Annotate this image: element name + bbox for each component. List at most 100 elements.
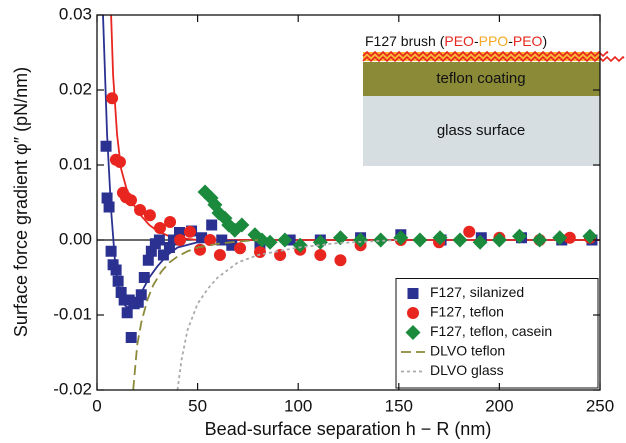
- data-point: [143, 209, 156, 222]
- brush-layer: [363, 52, 600, 61]
- data-point: [142, 254, 154, 266]
- data-point: [174, 234, 187, 246]
- legend-label: F127, silanized: [430, 284, 524, 300]
- legend-label: DLVO teflon: [430, 343, 505, 359]
- legend-label: DLVO glass: [430, 362, 504, 378]
- inset-title-part: -: [474, 33, 479, 49]
- y-tick-label: -0.02: [53, 379, 92, 398]
- data-point: [113, 156, 126, 168]
- data-point: [277, 232, 293, 248]
- x-tick-label: 150: [385, 396, 413, 415]
- data-point: [153, 234, 165, 246]
- inset-title-part: F127 brush (: [365, 33, 445, 49]
- data-point: [234, 217, 250, 233]
- y-axis-label: Surface force gradient φ″ (pN/nm): [11, 67, 31, 337]
- legend-marker: [407, 307, 419, 319]
- data-point: [332, 230, 348, 246]
- teflon-label: teflon coating: [436, 70, 525, 87]
- data-point: [164, 216, 177, 228]
- model-curve: [132, 239, 259, 390]
- data-point: [204, 234, 217, 246]
- inset-title-part: PEO: [513, 33, 543, 49]
- x-tick-label: 250: [586, 396, 614, 415]
- data-point: [145, 245, 157, 257]
- data-point: [393, 230, 409, 246]
- y-tick-label: 0.00: [59, 229, 92, 248]
- glass-label: glass surface: [437, 122, 525, 139]
- data-point: [472, 234, 488, 250]
- legend-box: [395, 278, 599, 389]
- x-axis-label: Bead-surface separation h − R (nm): [205, 419, 492, 439]
- legend-label: F127, teflon: [430, 304, 504, 320]
- y-tick-label: -0.01: [53, 304, 92, 323]
- data-point: [163, 242, 175, 253]
- data-point: [183, 225, 196, 238]
- fit-curve: [110, 15, 600, 241]
- data-point: [167, 234, 179, 246]
- inset: F127 brush (PEO-PPO-PEO) teflon coating …: [362, 33, 625, 166]
- inset-title-part: PPO: [479, 33, 509, 49]
- teflon-layer: [363, 62, 600, 96]
- data-point: [216, 234, 228, 246]
- legend-marker: [407, 288, 419, 299]
- legend-label: F127, teflon, casein: [430, 323, 552, 339]
- data-point: [234, 242, 247, 255]
- inset-title: F127 brush (PEO-PPO-PEO): [365, 33, 547, 49]
- data-point: [432, 230, 448, 246]
- data-point: [292, 237, 308, 253]
- data-point: [213, 249, 226, 261]
- data-point: [103, 201, 115, 213]
- data-point: [153, 222, 166, 234]
- plot-frame: [96, 14, 601, 391]
- data-point: [532, 232, 548, 248]
- x-tick-label: 100: [284, 396, 312, 415]
- glass-layer: [363, 96, 600, 166]
- x-tick-label: 0: [92, 396, 101, 415]
- data-point: [121, 307, 133, 319]
- data-point: [253, 246, 266, 258]
- data-point: [115, 287, 127, 298]
- brush-chains: [362, 50, 625, 63]
- data-point: [226, 239, 238, 251]
- plot-area: [97, 15, 600, 390]
- data-point: [196, 232, 208, 244]
- data-point: [353, 232, 369, 248]
- data-point: [157, 249, 169, 261]
- data-point: [132, 296, 144, 308]
- x-tick-label: 50: [188, 396, 207, 415]
- inset-title-part: -: [508, 33, 513, 49]
- data-point: [491, 232, 507, 248]
- y-tick-label: 0.01: [59, 154, 92, 173]
- data-point: [173, 227, 185, 238]
- model-curve: [176, 239, 399, 390]
- y-tick-label: 0.03: [59, 4, 92, 23]
- data-point: [134, 204, 147, 216]
- data-point: [563, 231, 576, 244]
- data-point: [452, 232, 468, 248]
- y-tick-label: 0.02: [59, 79, 92, 98]
- inset-title-part: PEO: [444, 33, 474, 49]
- data-point: [314, 249, 327, 261]
- data-point: [373, 232, 389, 248]
- inset-title-part: ): [542, 33, 547, 49]
- data-point: [125, 194, 138, 207]
- data-point: [100, 140, 112, 152]
- data-point: [101, 192, 113, 204]
- data-point: [135, 289, 147, 301]
- x-tick-label: 200: [485, 396, 513, 415]
- data-point: [512, 228, 528, 244]
- data-point: [105, 245, 117, 257]
- data-point: [106, 92, 119, 105]
- data-point: [552, 230, 568, 246]
- data-point: [334, 254, 347, 267]
- data-point: [110, 264, 122, 276]
- data-point: [138, 272, 150, 283]
- data-point: [125, 332, 137, 343]
- data-point: [206, 219, 218, 231]
- data-point: [412, 232, 428, 248]
- legend: F127, silanized F127, teflon F127, teflon,…: [395, 278, 599, 389]
- data-point: [112, 275, 124, 287]
- data-point: [463, 225, 476, 238]
- legend-marker: [405, 325, 421, 340]
